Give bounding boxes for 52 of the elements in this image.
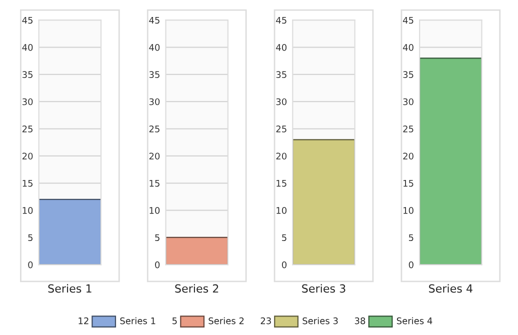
- y-tick-label: 40: [149, 44, 160, 51]
- text: 23: [260, 317, 271, 324]
- y-tick-label: 0: [408, 261, 414, 268]
- y-tick-label: 35: [276, 71, 286, 78]
- y-tick-label: 0: [282, 261, 287, 268]
- y-tick-label: 40: [22, 44, 33, 51]
- y-tick-label: 20: [276, 152, 287, 160]
- y-tick-label: 10: [22, 207, 33, 214]
- legend-label: Series 3: [302, 317, 338, 324]
- y-tick-label: 5: [408, 234, 414, 242]
- y-tick-label: 20: [149, 152, 160, 160]
- y-tick-label: 45: [276, 16, 286, 24]
- y-tick-label: 0: [155, 261, 160, 268]
- legend-label: Series 1: [120, 317, 156, 324]
- y-tick-label: 35: [403, 71, 414, 78]
- text: 12: [78, 317, 88, 324]
- legend-label: Series 2: [208, 317, 244, 324]
- legend-label: Series 4: [396, 317, 432, 324]
- y-tick-label: 15: [404, 180, 414, 187]
- y-tick-label: 40: [276, 44, 287, 51]
- y-tick-label: 10: [276, 207, 287, 214]
- y-tick-label: 35: [149, 71, 160, 78]
- x-tick-label: Series 2: [175, 284, 218, 293]
- y-tick-label: 30: [403, 98, 414, 106]
- y-tick-label: 25: [149, 126, 160, 132]
- y-tick-label: 45: [402, 16, 414, 24]
- y-tick-label: 5: [155, 234, 160, 242]
- y-tick-label: 25: [403, 126, 414, 132]
- y-tick-label: 10: [404, 207, 414, 214]
- y-tick-label: 25: [22, 126, 33, 132]
- y-tick-label: 20: [22, 152, 33, 160]
- y-tick-label: 20: [403, 152, 414, 160]
- y-tick-label: 5: [282, 234, 286, 242]
- y-tick-label: 0: [28, 261, 33, 268]
- y-tick-label: 15: [276, 180, 286, 187]
- y-tick-label: 35: [22, 71, 33, 78]
- text: 5: [172, 318, 177, 324]
- y-tick-label: 45: [22, 16, 33, 24]
- y-tick-label: 30: [276, 98, 287, 106]
- y-tick-label: 45: [149, 16, 160, 24]
- x-tick-label: Series 4: [429, 284, 472, 293]
- y-tick-label: 15: [150, 180, 160, 187]
- y-tick-label: 15: [22, 180, 33, 187]
- y-tick-label: 30: [149, 98, 160, 106]
- y-tick-label: 30: [22, 98, 33, 106]
- x-tick-label: Series 3: [302, 284, 346, 293]
- x-tick-label: Series 1: [48, 284, 92, 293]
- y-tick-label: 10: [150, 207, 160, 214]
- y-tick-label: 25: [276, 126, 286, 132]
- y-tick-label: 5: [28, 234, 33, 242]
- y-tick-label: 40: [402, 44, 414, 51]
- text: 38: [354, 317, 366, 324]
